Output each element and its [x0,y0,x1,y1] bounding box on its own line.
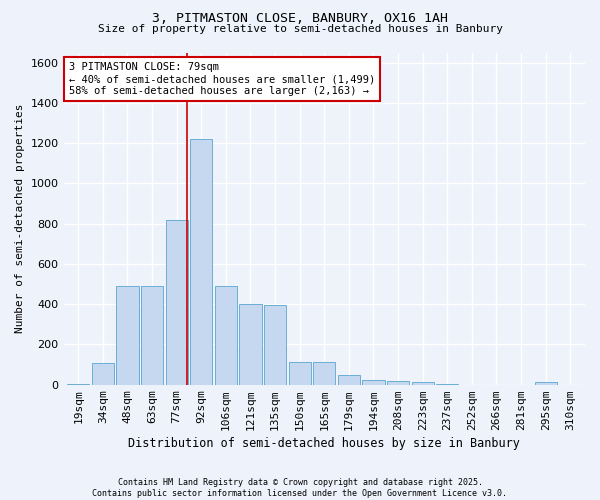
Bar [141,286,163,384]
Bar [215,286,237,384]
Bar [387,380,409,384]
Text: 3, PITMASTON CLOSE, BANBURY, OX16 1AH: 3, PITMASTON CLOSE, BANBURY, OX16 1AH [152,12,448,26]
Bar [338,374,360,384]
Bar [116,286,139,384]
Bar [362,380,385,384]
Bar [535,382,557,384]
Bar [313,362,335,384]
Text: Size of property relative to semi-detached houses in Banbury: Size of property relative to semi-detach… [97,24,503,34]
Bar [412,382,434,384]
Bar [92,362,114,384]
Bar [190,139,212,384]
Bar [289,362,311,384]
Bar [264,305,286,384]
Y-axis label: Number of semi-detached properties: Number of semi-detached properties [15,104,25,334]
Text: Contains HM Land Registry data © Crown copyright and database right 2025.
Contai: Contains HM Land Registry data © Crown c… [92,478,508,498]
Bar [239,304,262,384]
X-axis label: Distribution of semi-detached houses by size in Banbury: Distribution of semi-detached houses by … [128,437,520,450]
Bar [166,220,188,384]
Text: 3 PITMASTON CLOSE: 79sqm
← 40% of semi-detached houses are smaller (1,499)
58% o: 3 PITMASTON CLOSE: 79sqm ← 40% of semi-d… [69,62,375,96]
